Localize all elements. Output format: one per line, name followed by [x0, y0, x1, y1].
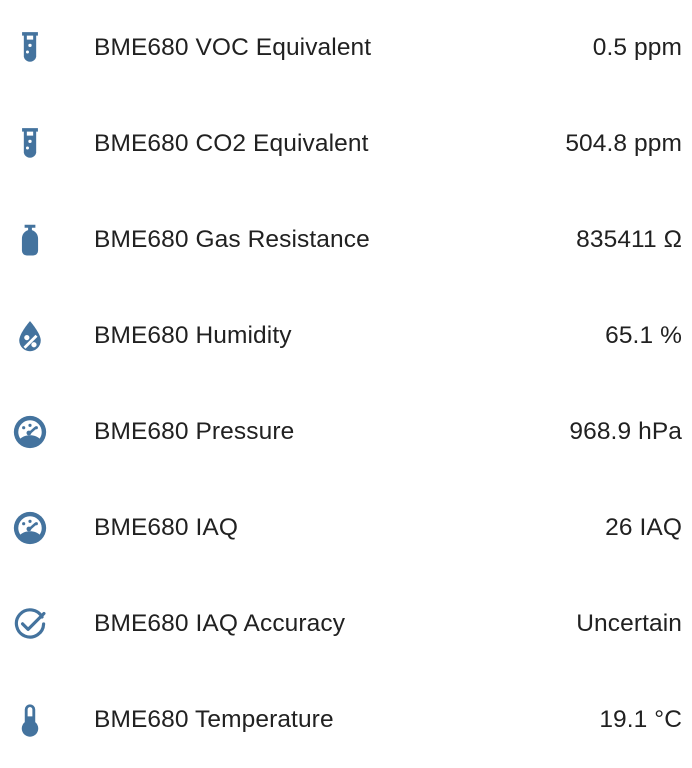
list-item-label: BME680 IAQ [94, 514, 238, 541]
list-item-value: 65.1 % [605, 322, 682, 349]
water-percent-droplet-icon [0, 288, 60, 384]
list-item[interactable]: BME680 IAQ Accuracy Uncertain [0, 576, 692, 672]
list-item-label: BME680 IAQ Accuracy [94, 610, 346, 637]
check-circle-outline-icon [0, 576, 60, 672]
list-item[interactable]: BME680 Pressure 968.9 hPa [0, 384, 692, 480]
list-item-value: Uncertain [576, 610, 682, 637]
list-item-value: 19.1 °C [599, 706, 682, 733]
list-item-value: 504.8 ppm [565, 130, 682, 157]
list-item-label: BME680 Temperature [94, 706, 334, 733]
list-item[interactable]: BME680 Humidity 65.1 % [0, 288, 692, 384]
test-tube-icon [0, 0, 60, 96]
test-tube-icon [0, 96, 60, 192]
list-item-label: BME680 Humidity [94, 322, 292, 349]
list-item-value: 968.9 hPa [569, 418, 682, 445]
sensor-entity-list: BME680 VOC Equivalent 0.5 ppm BME680 CO2… [0, 0, 692, 737]
gauge-icon [0, 384, 60, 480]
list-item[interactable]: BME680 Gas Resistance 835411 Ω [0, 192, 692, 288]
list-item-label: BME680 Pressure [94, 418, 295, 445]
list-item[interactable]: BME680 CO2 Equivalent 504.8 ppm [0, 96, 692, 192]
list-item[interactable]: BME680 IAQ 26 IAQ [0, 480, 692, 576]
list-item[interactable]: BME680 VOC Equivalent 0.5 ppm [0, 0, 692, 96]
list-item-value: 26 IAQ [605, 514, 682, 541]
list-item-label: BME680 CO2 Equivalent [94, 130, 369, 157]
gas-cylinder-icon [0, 192, 60, 288]
list-item-value: 0.5 ppm [592, 34, 682, 61]
list-item-label: BME680 VOC Equivalent [94, 34, 372, 61]
gauge-icon [0, 480, 60, 576]
list-item-label: BME680 Gas Resistance [94, 226, 370, 253]
thermometer-icon [0, 672, 60, 768]
list-item-value: 835411 Ω [576, 226, 682, 253]
list-item[interactable]: BME680 Temperature 19.1 °C [0, 672, 692, 768]
